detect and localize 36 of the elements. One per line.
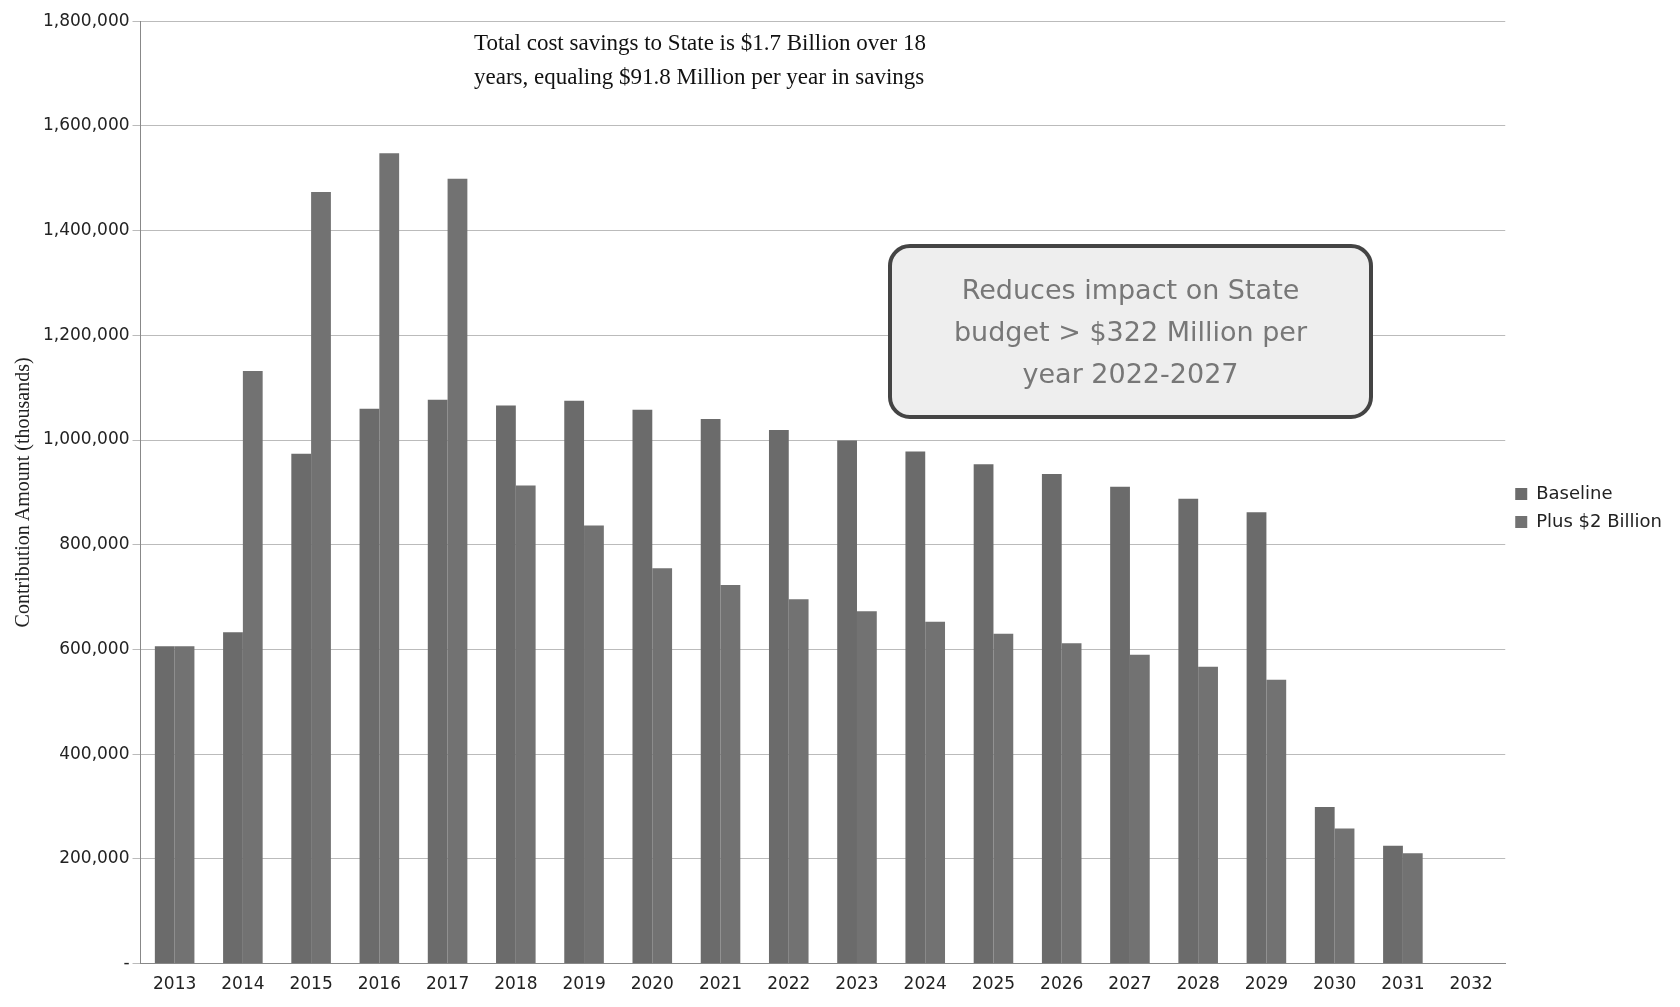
y-tick-label: 200,000 (59, 847, 130, 868)
annotation: Total cost savings to State is $1.7 Billion over 18 years, equaling $91.8 Million per year in savings (474, 26, 964, 94)
y-tick-label: 400,000 (59, 742, 130, 763)
x-tick-label: 2031 (1381, 973, 1425, 994)
x-tick-label: 2027 (1108, 973, 1152, 994)
x-tick-label: 2030 (1313, 973, 1357, 994)
x-tick-label: 2028 (1176, 973, 1220, 994)
x-tick-label: 2014 (221, 973, 265, 994)
x-tick-label: 2016 (357, 973, 401, 994)
y-tick-label: 1,800,000 (42, 9, 130, 30)
x-tick-label: 2015 (289, 973, 333, 994)
x-tick-label: 2021 (698, 973, 743, 994)
legend-label: Plus $2 Billion (1536, 509, 1662, 531)
x-tick-label: 2017 (425, 973, 470, 994)
x-tick-label: 2019 (562, 973, 606, 994)
annotation: Reduces impact on State budget > $322 Million per year 2022-2027 (952, 272, 1309, 391)
y-tick-label: 1,400,000 (42, 219, 130, 240)
legend-label: Baseline (1536, 481, 1613, 503)
x-tick-label: 2022 (767, 973, 811, 994)
x-tick-label: 2025 (971, 973, 1016, 994)
x-tick-label: 2026 (1040, 973, 1084, 994)
y-axis-title: Contribution Amount (thousands) (11, 357, 35, 628)
x-tick-label: 2023 (835, 973, 879, 994)
x-tick-label: 2024 (903, 973, 947, 994)
x-tick-label: 2018 (494, 973, 538, 994)
x-tick-label: 2029 (1244, 973, 1289, 994)
y-tick-label: 1,000,000 (42, 428, 130, 449)
y-tick-label: 800,000 (59, 533, 130, 554)
x-tick-label: 2013 (153, 973, 197, 994)
y-tick-label: 1,600,000 (42, 114, 130, 135)
y-tick-label: 1,200,000 (42, 323, 130, 344)
x-tick-label: 2020 (630, 973, 674, 994)
x-tick-label: 2032 (1449, 973, 1493, 994)
rounded-callout-box: Reduces impact on State budget > $322 Million per year 2022-2027 (888, 244, 1373, 419)
y-tick-label: 600,000 (59, 637, 130, 658)
y-tick-label: - (123, 952, 130, 973)
